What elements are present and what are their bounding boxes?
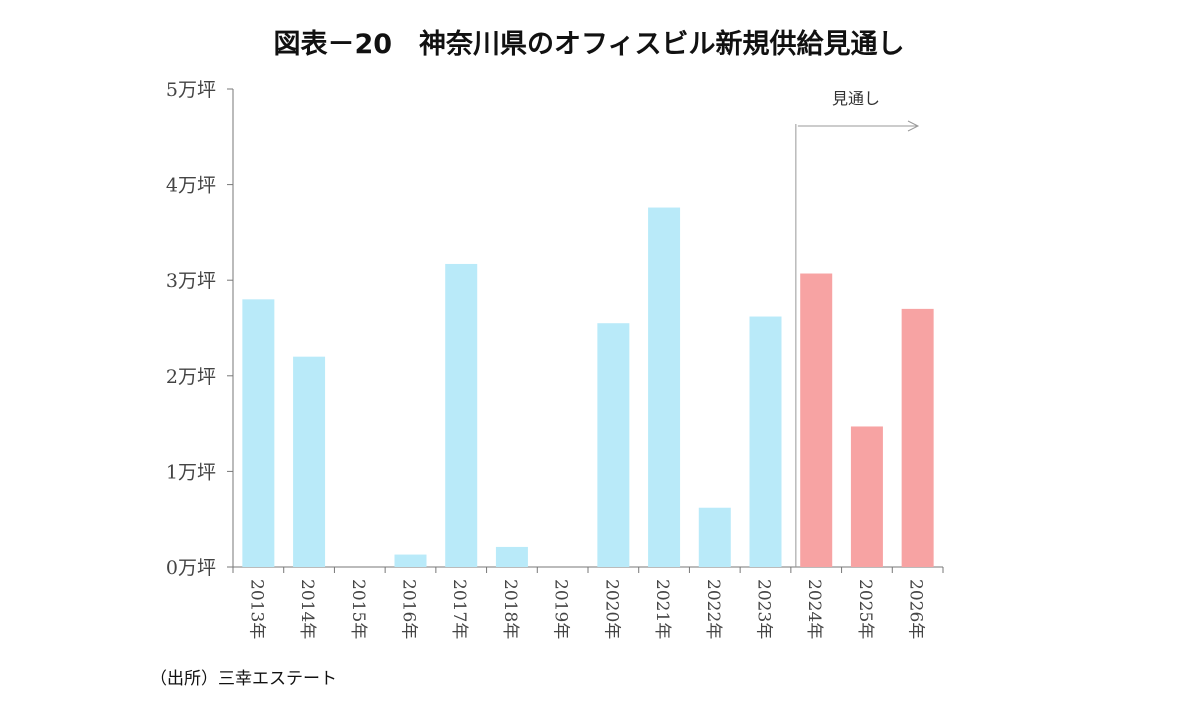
bar — [901, 308, 934, 567]
y-tick-label: 2万坪 — [166, 366, 216, 388]
forecast-arrow-head — [907, 120, 920, 132]
x-tick-label: 2026年 — [906, 579, 926, 639]
source-note: （出所）三幸エステート — [150, 669, 337, 689]
chart-title: 図表－20 神奈川県のオフィスビル新規供給見通し — [273, 29, 905, 60]
y-tick-label: 5万坪 — [166, 79, 216, 101]
bar — [648, 207, 681, 567]
bar — [749, 316, 782, 567]
y-tick-label: 4万坪 — [166, 175, 216, 197]
x-tick-label: 2019年 — [551, 579, 571, 639]
x-tick-label: 2014年 — [297, 579, 317, 639]
forecast-label: 見通し — [832, 89, 880, 108]
bar — [445, 263, 478, 567]
x-tick-label: 2013年 — [246, 579, 266, 639]
bar — [800, 273, 833, 567]
x-axis: 2013年 2014年 2015年 2016年 2017年 2018年 2019年 2020年… — [232, 566, 944, 639]
bar — [394, 554, 427, 567]
x-tick-label: 2020年 — [601, 579, 621, 639]
bar — [242, 299, 275, 567]
y-tick-label: 0万坪 — [166, 557, 216, 579]
x-tick-label: 2022年 — [703, 579, 723, 639]
x-tick-label: 2016年 — [399, 579, 419, 639]
x-tick-label: 2017年 — [449, 579, 469, 639]
x-tick-label: 2015年 — [348, 579, 368, 639]
x-tick-label: 2021年 — [652, 579, 672, 639]
bar — [698, 507, 731, 567]
bar — [597, 323, 630, 567]
bars — [242, 207, 934, 567]
y-tick-label: 3万坪 — [166, 270, 216, 292]
bar — [495, 546, 528, 567]
x-tick-label: 2025年 — [855, 579, 875, 639]
y-axis: 0万坪 1万坪 2万坪 3万坪 4万坪 5万坪 — [166, 79, 234, 579]
forecast-annotation: 見通し — [795, 89, 920, 567]
bar — [850, 426, 883, 567]
x-tick-label: 2024年 — [804, 579, 824, 639]
x-tick-label: 2023年 — [754, 579, 774, 639]
bar — [293, 356, 326, 567]
y-tick-label: 1万坪 — [166, 461, 216, 483]
x-tick-label: 2018年 — [500, 579, 520, 639]
